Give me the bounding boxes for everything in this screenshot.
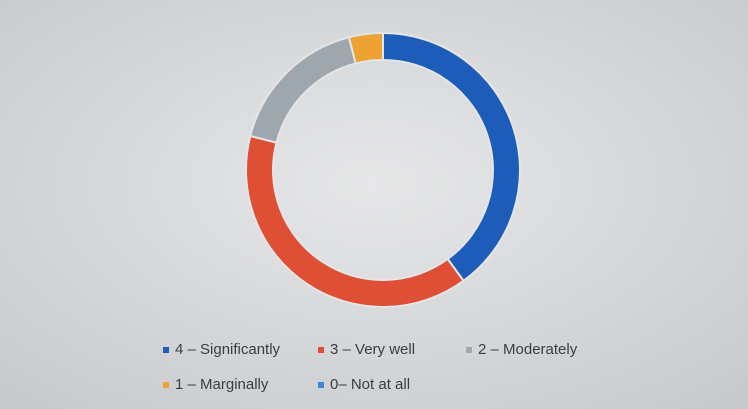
legend-swatch	[163, 382, 169, 388]
legend-label: 2 – Moderately	[478, 341, 578, 358]
legend-swatch	[466, 347, 472, 353]
legend-label: 0– Not at all	[330, 376, 410, 393]
legend-label: 4 – Significantly	[175, 341, 281, 358]
legend-label: 3 – Very well	[330, 341, 415, 358]
legend-swatch	[163, 347, 169, 353]
legend-swatch	[318, 382, 324, 388]
legend-swatch	[318, 347, 324, 353]
legend-label: 1 – Marginally	[175, 376, 269, 393]
donut-segment	[347, 31, 384, 65]
